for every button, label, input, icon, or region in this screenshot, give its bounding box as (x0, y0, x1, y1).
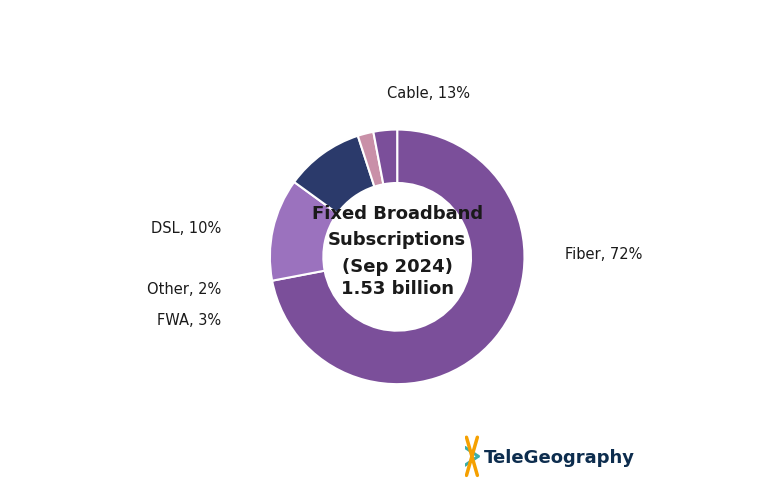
Text: DSL, 10%: DSL, 10% (151, 221, 222, 236)
Text: Fixed Broadband
Subscriptions
(Sep 2024): Fixed Broadband Subscriptions (Sep 2024) (312, 205, 483, 276)
Wedge shape (358, 132, 384, 186)
Text: Cable, 13%: Cable, 13% (387, 86, 470, 101)
Text: TeleGeography: TeleGeography (484, 448, 636, 467)
Text: Fiber, 72%: Fiber, 72% (565, 247, 642, 262)
Text: FWA, 3%: FWA, 3% (157, 313, 222, 328)
Text: 1.53 billion: 1.53 billion (341, 280, 453, 298)
Text: Other, 2%: Other, 2% (147, 282, 222, 298)
Wedge shape (270, 182, 337, 281)
Wedge shape (272, 129, 525, 384)
Wedge shape (294, 136, 374, 213)
Wedge shape (374, 129, 398, 185)
